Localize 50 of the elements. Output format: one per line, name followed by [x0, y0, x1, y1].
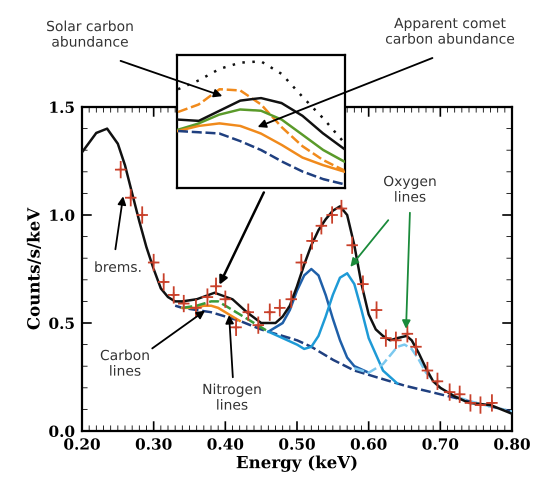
annotation: Nitrogen lines — [203, 384, 261, 410]
line-series — [353, 343, 512, 413]
y-tick-label: 1.5 — [50, 101, 74, 114]
line-series — [267, 268, 370, 374]
point — [117, 166, 124, 174]
point — [412, 343, 420, 350]
point — [244, 308, 252, 316]
y-tick-label: 1.0 — [50, 209, 74, 222]
point — [359, 280, 367, 288]
point — [232, 324, 240, 331]
point — [298, 258, 305, 266]
point — [170, 291, 178, 299]
annotation: Oxygen lines — [384, 176, 436, 202]
point — [276, 304, 284, 312]
text: Apparent comet carbon abundance — [386, 18, 514, 44]
text: Solar carbon abundance — [47, 20, 133, 47]
point — [222, 296, 230, 303]
point — [338, 204, 346, 212]
annotation: brems. — [95, 261, 140, 272]
annotation: Carbon lines — [100, 350, 149, 376]
point — [372, 306, 380, 314]
point — [192, 304, 200, 312]
x-tick-label: 0.70 — [422, 438, 458, 450]
x-tick-label: 0.20 — [64, 438, 100, 450]
x-tick-label: 0.30 — [136, 438, 172, 450]
point — [266, 308, 274, 316]
point — [434, 378, 442, 385]
point — [288, 296, 295, 303]
point — [424, 366, 432, 374]
point — [150, 258, 158, 266]
point — [318, 222, 326, 230]
x-axis-title: Energy (keV) — [236, 456, 357, 472]
point — [308, 237, 316, 245]
point — [348, 242, 356, 249]
y-axis-title: Counts/s/keV — [26, 208, 41, 330]
x-tick-label: 0.80 — [494, 438, 530, 450]
x-tick-label: 0.40 — [207, 438, 244, 450]
point — [254, 321, 262, 329]
line-series — [267, 272, 399, 385]
y-tick-label: 0.5 — [49, 317, 74, 330]
point — [160, 278, 168, 286]
point — [328, 211, 336, 219]
point — [404, 330, 412, 338]
line-series — [174, 304, 512, 413]
point — [127, 194, 134, 202]
point — [180, 300, 188, 308]
x-tick-label: 0.60 — [350, 438, 387, 450]
y-tick-label: 0.0 — [49, 425, 74, 438]
point — [138, 211, 146, 219]
x-tick-label: 0.50 — [279, 438, 315, 450]
